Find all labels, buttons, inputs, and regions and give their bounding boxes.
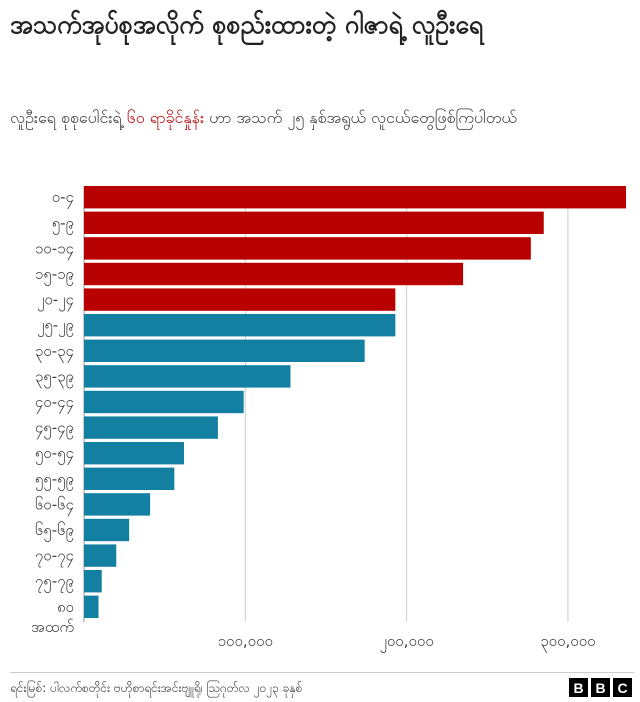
bar-9 <box>84 390 244 414</box>
category-label-4: ၁၅-၁၉ <box>35 265 74 286</box>
bbc-logo: B B C <box>569 678 632 697</box>
chart-title: အသက်အုပ်စုအလိုက် စုစည်းထားတဲ့ ဂါဇာရဲ့ လူ… <box>10 10 484 39</box>
bar-5 <box>84 288 396 311</box>
population-bar-chart: ၁၀၀,၀၀၀ ၂၀၀,၀၀၀ ၃၀၀,၀၀၀ ၀-၄၅-၉၁၀-၁၄၁၅-၁၉၂၀-… <box>31 186 626 653</box>
logo-letter-3: C <box>613 678 632 697</box>
bar-11 <box>84 442 185 465</box>
source-note: ရင်းမြစ်: ပါလက်စတိုင်း ဗဟိုစာရင်းအင်းဗျူ… <box>10 681 303 695</box>
category-label-7: ၃၀-၃၄ <box>35 342 74 363</box>
bars-layer <box>84 186 626 618</box>
bar-4 <box>84 262 464 286</box>
x-tick-label-3: ၃၀၀,၀၀၀ <box>540 632 595 653</box>
category-label-17: ၈၀ <box>57 598 74 616</box>
bar-3 <box>84 237 531 260</box>
category-label-9: ၄၀-၄၄ <box>35 393 74 414</box>
bar-10 <box>84 416 218 439</box>
chart-subtitle: လူဦးရေ စုစုပေါင်းရဲ့ ၆၀ ရာခိုင်နှုန်း ဟာ… <box>10 106 610 130</box>
logo-letter-1: B <box>569 678 588 697</box>
labels-layer: ၁၀၀,၀၀၀ ၂၀၀,၀၀၀ ၃၀၀,၀၀၀ ၀-၄၅-၉၁၀-၁၄၁၅-၁၉၂၀-… <box>31 188 596 653</box>
bar-1 <box>84 186 626 209</box>
category-label-5: ၂၀-၂၄ <box>37 291 74 312</box>
bar-13 <box>84 493 151 516</box>
logo-letter-2: B <box>591 678 610 697</box>
x-tick-label-1: ၁၀၀,၀၀၀ <box>218 632 273 650</box>
category-label-3: ၁၀-၁၄ <box>35 239 74 260</box>
category-label-15: ၇၀-၇၄ <box>35 547 74 568</box>
category-label-14: ၆၅-၆၉ <box>35 521 74 542</box>
category-label-8: ၃၅-၃၉ <box>35 367 74 388</box>
category-label-17-line-2: အထက် <box>31 618 74 636</box>
category-label-10: ၄၅-၄၉ <box>35 419 74 440</box>
subtitle-highlight: ၆၀ ရာခိုင်နှုန်း <box>126 108 205 127</box>
x-tick-label-2: ၂၀၀,၀၀၀ <box>379 632 433 653</box>
bar-14 <box>84 518 130 542</box>
category-label-12: ၅၅-၅၉ <box>35 470 74 491</box>
category-label-13: ၆၀-၆၄ <box>35 495 74 516</box>
bar-17 <box>84 595 99 618</box>
bar-8 <box>84 365 291 388</box>
category-label-11: ၅၀-၅၄ <box>35 444 74 465</box>
category-label-16: ၇၅-၇၉ <box>35 572 74 593</box>
category-label-6: ၂၅-၂၉ <box>37 316 74 337</box>
subtitle-end: ဟာ အသက် ၂၅ နှစ်အရွယ် လူငယ်တွေဖြစ်ကြပါတယ် <box>204 108 517 127</box>
category-label-2: ၅-၉ <box>52 214 74 235</box>
bar-15 <box>84 544 117 567</box>
bar-6 <box>84 314 396 337</box>
subtitle-start: လူဦးရေ စုစုပေါင်းရဲ့ <box>10 108 127 127</box>
bar-12 <box>84 467 175 490</box>
bar-2 <box>84 211 544 234</box>
bar-16 <box>84 570 102 593</box>
bar-7 <box>84 339 365 362</box>
footer-divider <box>10 672 634 673</box>
category-label-1: ၀-၄ <box>52 188 74 209</box>
